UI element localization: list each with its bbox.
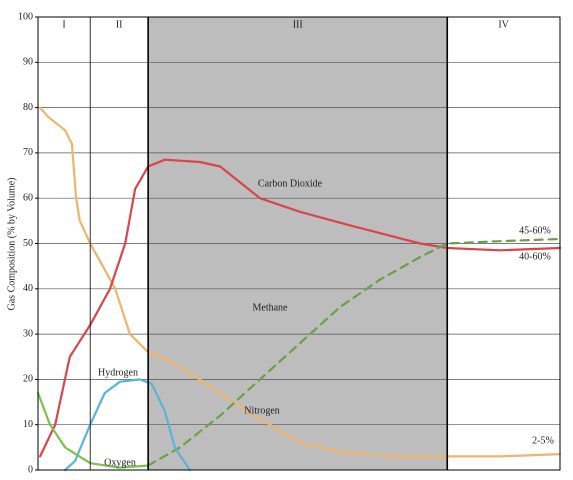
- series-line: Carbon Dioxide: [39, 158, 562, 458]
- lines: NitrogenCarbon DioxideMethaneHydrogenOxy…: [36, 106, 562, 472]
- y-tick-label: 90: [23, 57, 33, 68]
- phase-label: III: [293, 19, 303, 30]
- y-tick-label: 100: [18, 11, 33, 22]
- y-tick-label: 30: [23, 328, 33, 339]
- annotation: 2-5%: [532, 435, 554, 446]
- series-line: Nitrogen: [39, 106, 562, 458]
- y-tick-label: 0: [28, 464, 33, 475]
- annotation: Nitrogen: [244, 405, 280, 416]
- annotation: 40-60%: [519, 251, 551, 262]
- annotation: Methane: [253, 302, 289, 313]
- y-tick-label: 60: [23, 192, 33, 203]
- y-tick-label: 10: [23, 419, 33, 430]
- phase-label: IV: [498, 19, 509, 30]
- annotation: 45-60%: [519, 225, 551, 236]
- phase-label: II: [116, 19, 123, 30]
- y-tick-label: 50: [23, 238, 33, 249]
- annotation: Oxygen: [104, 457, 136, 468]
- annotation: Carbon Dioxide: [258, 178, 323, 189]
- series-line: Hydrogen: [63, 378, 191, 472]
- y-tick-label: 20: [23, 374, 33, 385]
- phase-label: I: [62, 19, 65, 30]
- frame: I II III IV: [37, 16, 561, 471]
- series-line: Oxygen: [36, 391, 150, 469]
- y-tick-label: 70: [23, 147, 33, 158]
- y-axis-label: Gas Composition (% by Volume): [6, 178, 17, 311]
- series-line: Methane: [147, 237, 562, 467]
- y-tick-label: 80: [23, 102, 33, 113]
- annotation: Hydrogen: [98, 367, 138, 378]
- plot-border: [37, 16, 561, 471]
- y-tick-label: 40: [23, 283, 33, 294]
